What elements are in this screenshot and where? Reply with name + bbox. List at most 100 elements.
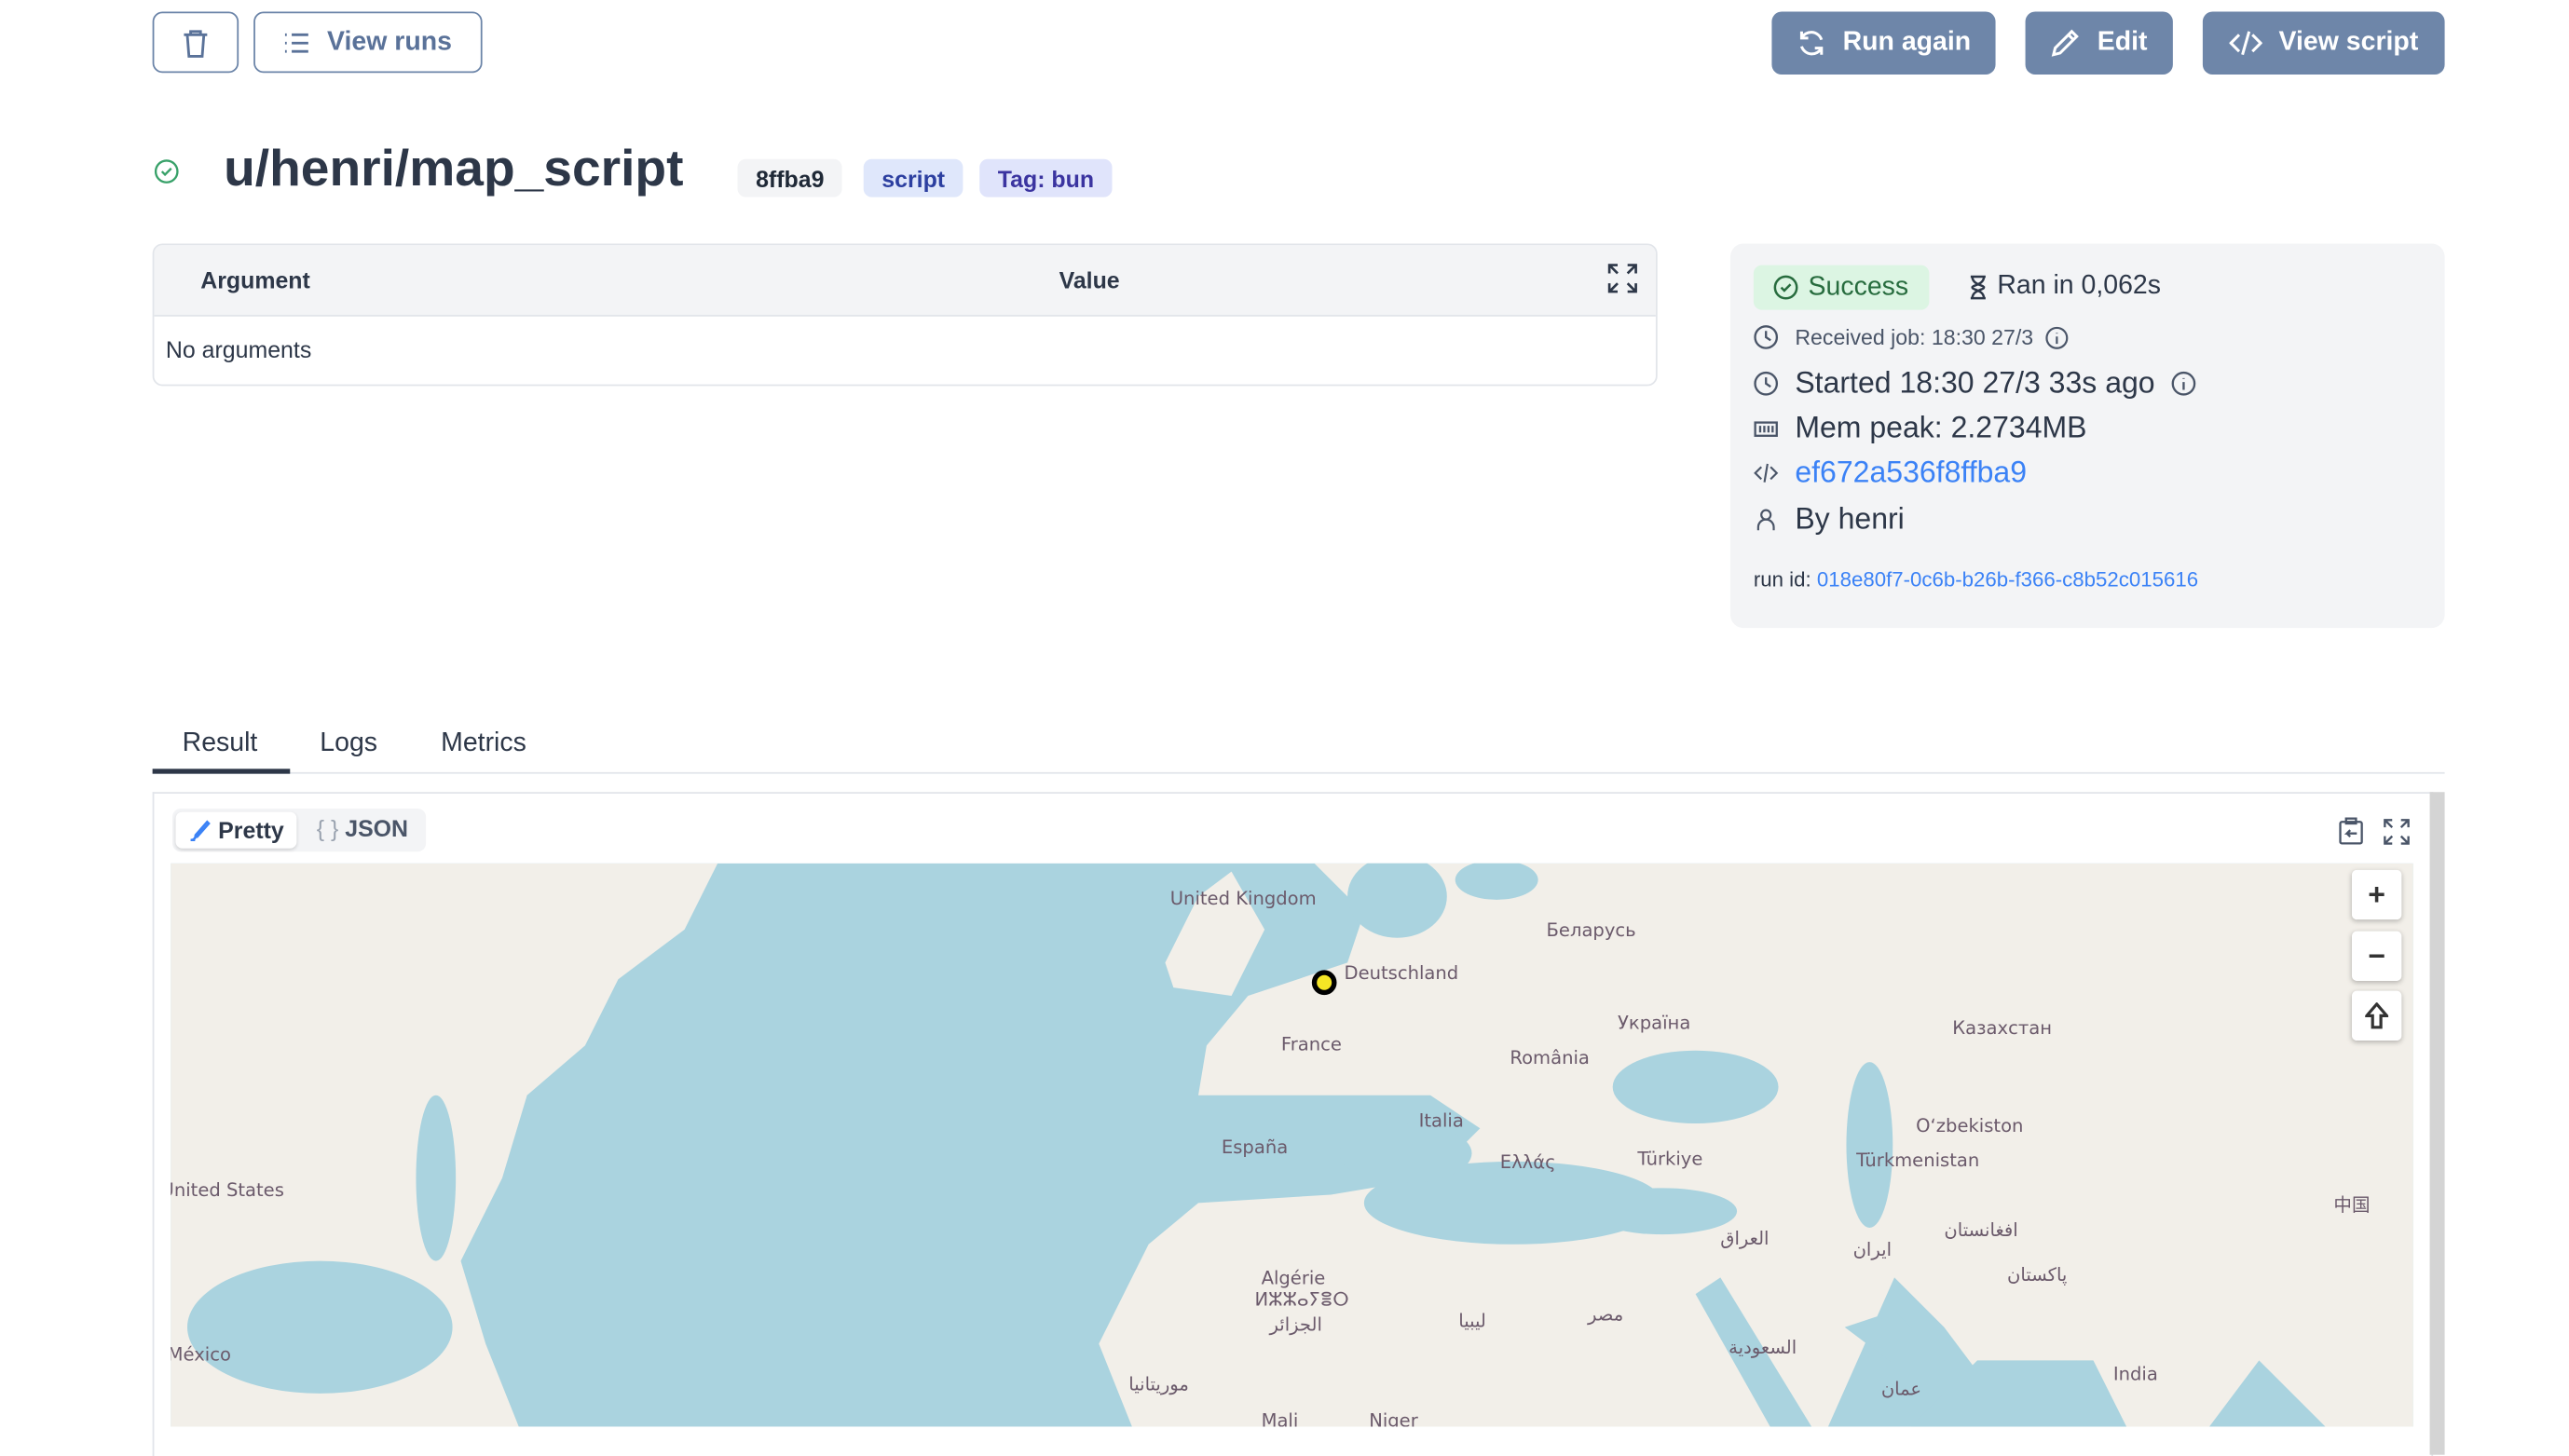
clock-icon [1754, 325, 1779, 349]
pretty-label: Pretty [218, 816, 284, 844]
map-label: Oʻzbekiston [1916, 1115, 2023, 1136]
trash-icon [184, 29, 208, 58]
page-title: u/henri/map_script [224, 139, 684, 197]
tab-logs[interactable]: Logs [320, 728, 378, 757]
map-label: Mali [1262, 1409, 1299, 1426]
delete-button[interactable] [152, 11, 239, 74]
memory-icon [1754, 420, 1778, 437]
json-label: JSON [345, 815, 409, 842]
map-label: Niger [1369, 1409, 1418, 1426]
map[interactable]: United Kingdom Беларусь Deutschland Укра… [171, 863, 2413, 1427]
mem-peak: Mem peak: 2.2734MB [1795, 411, 2087, 444]
active-tab-indicator [152, 769, 291, 774]
run-id: run id: 018e80f7-0c6b-b26b-f366-c8b52c01… [1754, 568, 2198, 592]
version-badge: 8ffba9 [737, 158, 842, 197]
kind-badge: script [863, 158, 963, 197]
run-again-button[interactable]: Run again [1771, 11, 1996, 75]
scrollbar[interactable] [2429, 792, 2445, 1455]
arrow-up-icon [2365, 1002, 2389, 1029]
map-label: México [171, 1343, 231, 1365]
map-label: Ελλάς [1500, 1151, 1556, 1173]
map-labels: United Kingdom Беларусь Deutschland Укра… [171, 888, 2370, 1426]
map-label: پاکستان [2007, 1264, 2067, 1286]
map-label: Türkiye [1636, 1148, 1702, 1169]
map-label: România [1510, 1047, 1589, 1068]
edit-label: Edit [2097, 28, 2148, 57]
map-label: Казахстан [1952, 1017, 2052, 1039]
map-label: ⵍⵣⵣⴰⵢⴻⵔ [1254, 1289, 1348, 1311]
info-icon[interactable] [2171, 371, 2196, 396]
edit-button[interactable]: Edit [2025, 11, 2173, 75]
location-marker[interactable] [1311, 970, 1337, 996]
code-icon [2229, 31, 2262, 56]
json-toggle[interactable]: { } JSON [317, 815, 408, 841]
argument-column-header: Argument [200, 266, 310, 293]
pretty-toggle[interactable]: Pretty [175, 811, 297, 849]
value-column-header: Value [1059, 266, 1120, 293]
map-label: España [1222, 1136, 1288, 1158]
clipboard-icon[interactable] [2339, 817, 2364, 845]
map-label: Algérie [1262, 1267, 1326, 1288]
view-script-button[interactable]: View script [2202, 11, 2445, 75]
view-script-label: View script [2278, 28, 2419, 57]
hourglass-icon [1970, 274, 1986, 299]
map-label: Беларусь [1547, 919, 1636, 941]
status-text: Success [1808, 272, 1909, 301]
tab-metrics[interactable]: Metrics [441, 728, 526, 757]
seas [186, 863, 2127, 1427]
map-label: United Kingdom [1170, 888, 1317, 909]
duration-text: Ran in 0,062s [1997, 271, 2161, 300]
view-runs-button[interactable]: View runs [253, 11, 483, 74]
tabs-divider [152, 771, 2445, 774]
job-info-panel: Success Ran in 0,062s Received job: 18:3… [1729, 243, 2445, 629]
map-label: عمان [1881, 1379, 1921, 1400]
view-toggle: Pretty { } JSON [171, 809, 427, 852]
no-arguments-text: No arguments [165, 336, 312, 363]
refresh-icon [1799, 31, 1823, 56]
map-label: مصر [1587, 1304, 1623, 1326]
map-label: السعودية [1729, 1337, 1797, 1358]
map-label: France [1281, 1034, 1342, 1055]
script-hash-link[interactable]: ef672a536f8ffba9 [1795, 456, 2028, 489]
map-label: Italia [1419, 1110, 1464, 1132]
user-icon [1756, 509, 1775, 531]
map-label: العراق [1720, 1228, 1769, 1249]
expand-icon[interactable] [1607, 264, 1637, 293]
map-label: افغانستان [1944, 1219, 2017, 1241]
reset-north-button[interactable] [2351, 990, 2402, 1041]
expand-icon[interactable] [2384, 819, 2410, 845]
duration: Ran in 0,062s [1969, 272, 2161, 302]
author: By henri [1795, 501, 1905, 536]
run-id-link[interactable]: 018e80f7-0c6b-b26b-f366-c8b52c015616 [1816, 568, 2199, 592]
arguments-table: Argument Value No arguments [152, 243, 1658, 387]
check-circle-icon [1773, 275, 1798, 300]
code-icon [1754, 463, 1779, 483]
map-label: ایران [1853, 1239, 1892, 1260]
zoom-out-button[interactable]: − [2351, 931, 2402, 981]
check-circle-icon [154, 159, 179, 184]
zoom-in-button[interactable]: + [2351, 869, 2402, 920]
run-id-label: run id: [1753, 568, 1811, 592]
info-icon[interactable] [2045, 325, 2069, 349]
map-label: Deutschland [1345, 962, 1459, 984]
pencil-icon [2052, 29, 2080, 57]
tab-result[interactable]: Result [182, 728, 258, 757]
tag-badge: Tag: bun [979, 158, 1113, 197]
run-again-label: Run again [1842, 28, 1972, 57]
map-label: Türkmenistan [1855, 1150, 1979, 1171]
braces-icon: { } [316, 815, 339, 842]
list-icon [285, 33, 309, 52]
clock-icon [1754, 371, 1779, 396]
brush-icon [189, 819, 211, 841]
view-runs-label: View runs [327, 27, 452, 56]
started-time: Started 18:30 27/3 33s ago [1795, 366, 2155, 400]
map-label: ليبيا [1458, 1311, 1486, 1332]
map-label: United States [171, 1179, 284, 1201]
received-time: Received job: 18:30 27/3 [1795, 324, 2034, 350]
map-label: India [2113, 1364, 2158, 1385]
map-label: موريتانيا [1128, 1373, 1189, 1395]
map-label: الجزائر [1268, 1313, 1321, 1335]
map-label: Україна [1618, 1013, 1690, 1034]
status-badge: Success [1753, 265, 1930, 310]
map-label: 中国 [2333, 1194, 2370, 1216]
